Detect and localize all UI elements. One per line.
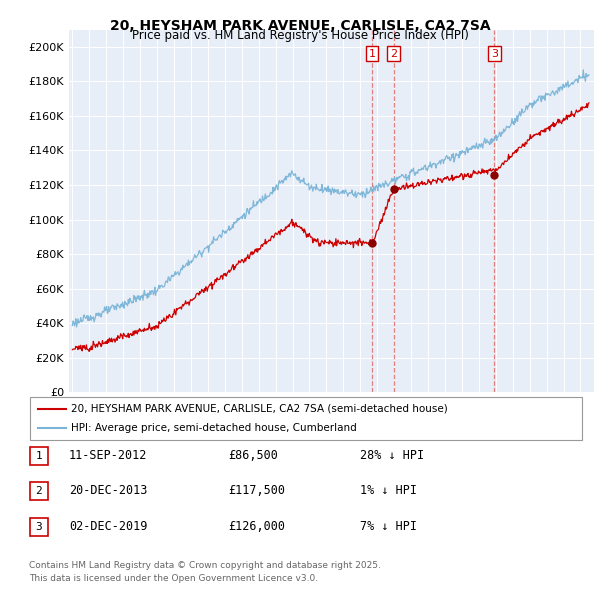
Text: 1: 1	[368, 49, 376, 58]
Text: 11-SEP-2012: 11-SEP-2012	[69, 449, 148, 462]
Text: 02-DEC-2019: 02-DEC-2019	[69, 520, 148, 533]
Text: HPI: Average price, semi-detached house, Cumberland: HPI: Average price, semi-detached house,…	[71, 423, 357, 433]
Text: 2: 2	[390, 49, 397, 58]
Text: £126,000: £126,000	[228, 520, 285, 533]
Text: 1% ↓ HPI: 1% ↓ HPI	[360, 484, 417, 497]
Text: £117,500: £117,500	[228, 484, 285, 497]
Text: 7% ↓ HPI: 7% ↓ HPI	[360, 520, 417, 533]
Text: 20, HEYSHAM PARK AVENUE, CARLISLE, CA2 7SA (semi-detached house): 20, HEYSHAM PARK AVENUE, CARLISLE, CA2 7…	[71, 404, 448, 414]
Text: £86,500: £86,500	[228, 449, 278, 462]
Text: 28% ↓ HPI: 28% ↓ HPI	[360, 449, 424, 462]
Text: Contains HM Land Registry data © Crown copyright and database right 2025.
This d: Contains HM Land Registry data © Crown c…	[29, 562, 380, 583]
Text: 3: 3	[491, 49, 498, 58]
Text: 2: 2	[35, 487, 43, 496]
Text: 20-DEC-2013: 20-DEC-2013	[69, 484, 148, 497]
Text: 3: 3	[35, 522, 43, 532]
Text: 1: 1	[35, 451, 43, 461]
Text: 20, HEYSHAM PARK AVENUE, CARLISLE, CA2 7SA: 20, HEYSHAM PARK AVENUE, CARLISLE, CA2 7…	[110, 19, 490, 34]
Text: Price paid vs. HM Land Registry's House Price Index (HPI): Price paid vs. HM Land Registry's House …	[131, 30, 469, 42]
